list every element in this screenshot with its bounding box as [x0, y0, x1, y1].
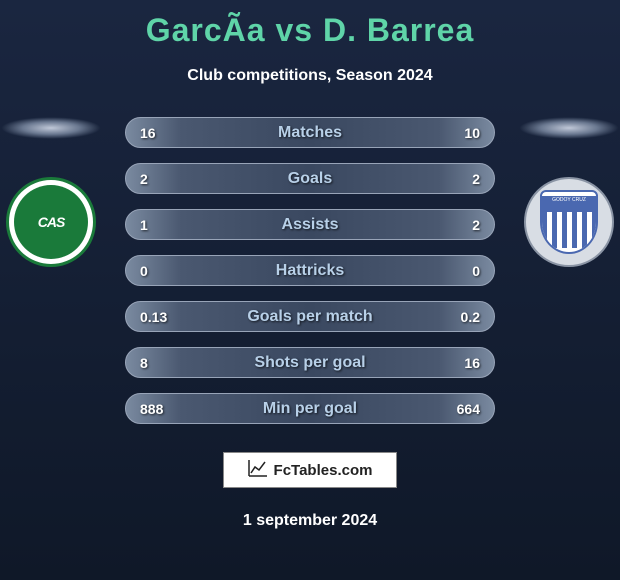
- stat-left-value: 16: [140, 125, 180, 141]
- stat-right-value: 664: [440, 401, 480, 417]
- left-column: CAS: [1, 117, 101, 267]
- footer-brand-box: FcTables.com: [223, 452, 397, 488]
- stat-label: Matches: [278, 124, 342, 142]
- stat-right-value: 16: [440, 355, 480, 371]
- stat-right-value: 2: [440, 217, 480, 233]
- stat-left-value: 888: [140, 401, 180, 417]
- stat-left-value: 1: [140, 217, 180, 233]
- left-badge-text: CAS: [14, 185, 88, 259]
- footer-date: 1 september 2024: [0, 512, 620, 530]
- stat-right-value: 10: [440, 125, 480, 141]
- stat-left-value: 0: [140, 263, 180, 279]
- right-badge-shield: GODOY CRUZ: [540, 190, 598, 254]
- shield-stripes: [542, 212, 596, 248]
- stat-label: Assists: [282, 216, 339, 234]
- footer-brand-text: FcTables.com: [274, 462, 373, 479]
- stat-left-value: 8: [140, 355, 180, 371]
- stats-column: 16 Matches 10 2 Goals 2 1 Assists 2 0 Ha…: [125, 117, 495, 424]
- stat-right-value: 0.2: [440, 309, 480, 325]
- stat-left-value: 0.13: [140, 309, 180, 325]
- right-team-badge: GODOY CRUZ: [524, 177, 614, 267]
- stat-right-value: 0: [440, 263, 480, 279]
- comparison-subtitle: Club competitions, Season 2024: [0, 67, 620, 85]
- stat-row-spg: 8 Shots per goal 16: [125, 347, 495, 378]
- shadow-ellipse-left: [1, 117, 101, 139]
- stat-row-matches: 16 Matches 10: [125, 117, 495, 148]
- stat-row-assists: 1 Assists 2: [125, 209, 495, 240]
- stat-right-value: 2: [440, 171, 480, 187]
- right-column: GODOY CRUZ: [519, 117, 619, 267]
- stat-label: Min per goal: [263, 400, 357, 418]
- content-area: CAS 16 Matches 10 2 Goals 2 1 Assists 2 …: [0, 117, 620, 424]
- stat-label: Shots per goal: [254, 354, 365, 372]
- stat-row-goals: 2 Goals 2: [125, 163, 495, 194]
- shadow-ellipse-right: [519, 117, 619, 139]
- stat-row-mpg: 888 Min per goal 664: [125, 393, 495, 424]
- stat-label: Hattricks: [276, 262, 344, 280]
- left-team-badge: CAS: [6, 177, 96, 267]
- chart-icon: [248, 459, 268, 482]
- stat-left-value: 2: [140, 171, 180, 187]
- stat-label: Goals: [288, 170, 332, 188]
- shield-top-text: GODOY CRUZ: [542, 196, 596, 212]
- stat-row-gpm: 0.13 Goals per match 0.2: [125, 301, 495, 332]
- stat-label: Goals per match: [247, 308, 372, 326]
- stat-row-hattricks: 0 Hattricks 0: [125, 255, 495, 286]
- comparison-title: GarcÃ­a vs D. Barrea: [0, 0, 620, 49]
